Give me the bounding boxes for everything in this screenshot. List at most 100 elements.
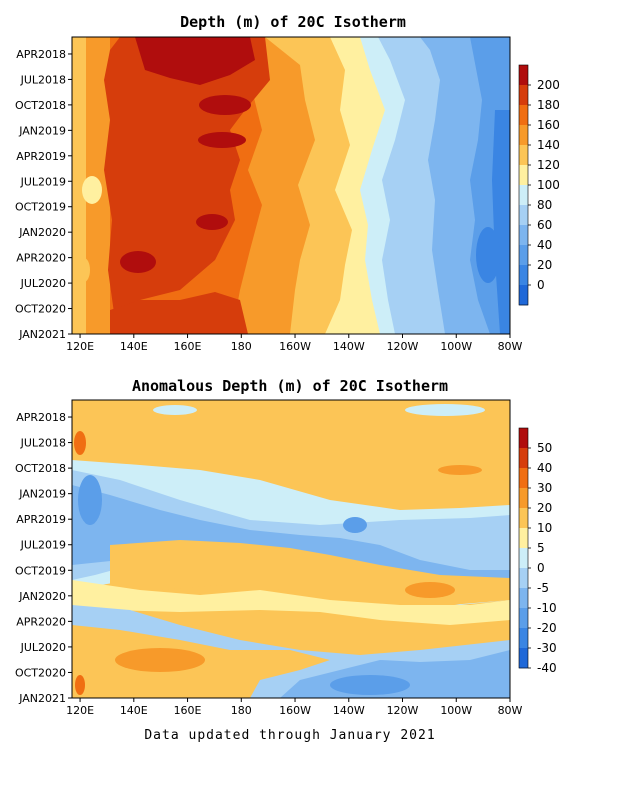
y-tick-label: OCT2018 [15,99,66,112]
colorbar-label: 140 [537,138,560,152]
x-tick-label: 140E [120,340,148,353]
colorbar-label: 0 [537,561,545,575]
colorbar-segment [519,205,528,226]
colorbar-segment [519,65,528,86]
cold-blob-2018 [153,405,197,415]
colorbar-segment [519,508,528,529]
colorbar-segment [519,588,528,609]
colorbar-label: 0 [537,278,545,292]
x-tick-label: 180 [231,704,252,717]
y-tick-label: OCT2020 [15,666,66,679]
y-tick-label: JUL2018 [20,437,66,450]
colorbar-segment [519,488,528,509]
x-tick-label: 80W [498,704,523,717]
y-tick-label: JUL2020 [20,641,66,654]
cold-blob-west [78,475,102,525]
colorbar-segment [519,528,528,549]
x-tick-label: 140E [120,704,148,717]
colorbar-segment [519,165,528,186]
cold-blob-west2 [78,258,90,282]
y-tick-label: JUL2019 [20,175,66,188]
y-tick-label: APR2020 [16,252,66,265]
contour-fields [72,37,510,334]
footer-note: Data updated through January 2021 [144,728,435,743]
cold-core-2019 [72,485,510,590]
neutral-band-2020 [72,580,510,625]
colorbar-segment [519,468,528,489]
colorbar-label: -10 [537,601,557,615]
colorbar-label: -5 [537,581,549,595]
colorbar-segment [519,245,528,266]
y-tick-label: APR2019 [16,513,66,526]
colorbar-segment [519,428,528,449]
y-tick-label: OCT2020 [15,303,66,316]
colorbar-segment [519,85,528,106]
colorbar-label: 50 [537,441,552,455]
axes-depth: APR2018 JUL2018 OCT2018 JAN2019 APR2019 JUL20… [15,48,523,353]
colorbar-label: -40 [537,661,557,675]
warm-max [135,37,255,85]
y-tick-label: JUL2020 [20,277,66,290]
cold-blob-2020 [330,675,410,695]
y-tick-label: OCT2019 [15,201,66,214]
colorbar-label: 100 [537,178,560,192]
y-tick-label: OCT2018 [15,462,66,475]
colorbar-label: 10 [537,521,552,535]
chart-title: Depth (m) of 20C Isotherm [180,13,406,31]
y-tick-label: JUL2019 [20,539,66,552]
colorbar-segment [519,548,528,569]
band-east-20 [492,110,510,334]
plot-frame [71,399,511,699]
colorbar-label: 40 [537,461,552,475]
x-tick-label: 100W [440,340,472,353]
y-tick-label: JAN2020 [18,590,66,603]
colorbar-segment [519,448,528,469]
x-tick-label: 120E [66,340,94,353]
colorbar-label: 20 [537,501,552,515]
chart-title: Anomalous Depth (m) of 20C Isotherm [132,377,448,395]
warm-blob-4 [196,214,228,230]
colorbar-segment [519,608,528,629]
x-tick-label: 120W [387,340,419,353]
colorbar-label: 60 [537,218,552,232]
colorbar-segment [519,125,528,146]
warm-blob-2019 [405,582,455,598]
y-tick-label: JAN2021 [18,692,66,705]
y-tick-label: OCT2019 [15,564,66,577]
warm-blob-2018 [438,465,482,475]
x-tick-label: 160E [174,704,202,717]
colorbar-segment [519,185,528,206]
colorbar-segment [519,105,528,126]
colorbar-segment [519,145,528,166]
colorbar-segment [519,648,528,669]
warm-blob-west2 [75,675,85,695]
y-tick-label: JAN2021 [18,328,66,341]
axes-anomaly: APR2018 JUL2018 OCT2018 JAN2019 APR2019 JUL20… [15,411,523,717]
panel-anomaly: Anomalous Depth (m) of 20C Isotherm APR2… [15,377,557,717]
x-tick-label: 180 [231,340,252,353]
colorbar-segment [519,628,528,649]
colorbar-segment [519,265,528,286]
colorbar-segment [519,568,528,589]
x-tick-label: 140W [333,340,365,353]
y-tick-label: APR2018 [16,48,66,61]
y-tick-label: JUL2018 [20,73,66,86]
x-tick-label: 160W [279,340,311,353]
colorbar-label: -20 [537,621,557,635]
x-tick-label: 140W [333,704,365,717]
warm-blob-2 [198,132,246,148]
x-tick-label: 100W [440,704,472,717]
x-tick-label: 160W [279,704,311,717]
y-tick-label: APR2019 [16,150,66,163]
cold-blob-east [476,227,500,283]
cold-blob-2018-east [405,404,485,416]
y-tick-label: JAN2019 [18,488,66,501]
x-tick-label: 160E [174,340,202,353]
colorbar-label: 40 [537,238,552,252]
colorbar-label: 180 [537,98,560,112]
colorbar-label: 80 [537,198,552,212]
y-tick-label: APR2020 [16,615,66,628]
